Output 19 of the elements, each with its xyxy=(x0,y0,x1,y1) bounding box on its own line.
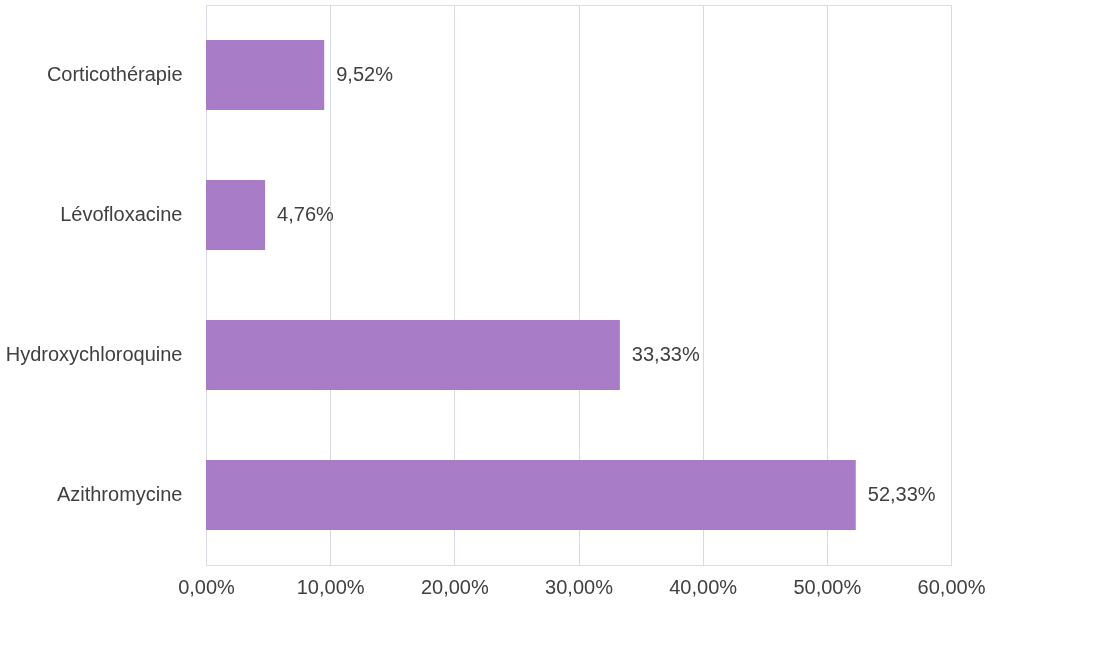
bar xyxy=(206,460,856,530)
x-tick-label: 20,00% xyxy=(420,575,489,598)
y-tick-label: Azithromycine xyxy=(56,483,183,505)
y-tick-label: Hydroxychloroquine xyxy=(5,343,183,365)
bar xyxy=(206,320,620,390)
y-tick-label: Corticothérapie xyxy=(46,63,183,85)
x-tick-label: 40,00% xyxy=(669,575,738,598)
data-label: 4,76% xyxy=(277,203,335,225)
x-tick-label: 10,00% xyxy=(296,575,365,598)
x-tick-label: 60,00% xyxy=(917,575,986,598)
data-label: 9,52% xyxy=(336,63,394,85)
bar xyxy=(206,180,266,250)
data-label: 33,33% xyxy=(631,343,700,365)
x-tick-label: 0,00% xyxy=(178,575,236,598)
bar xyxy=(206,40,325,110)
data-label: 52,33% xyxy=(867,483,936,505)
x-tick-label: 50,00% xyxy=(793,575,862,598)
y-tick-label: Lévofloxacine xyxy=(60,203,183,225)
x-tick-label: 30,00% xyxy=(545,575,614,598)
